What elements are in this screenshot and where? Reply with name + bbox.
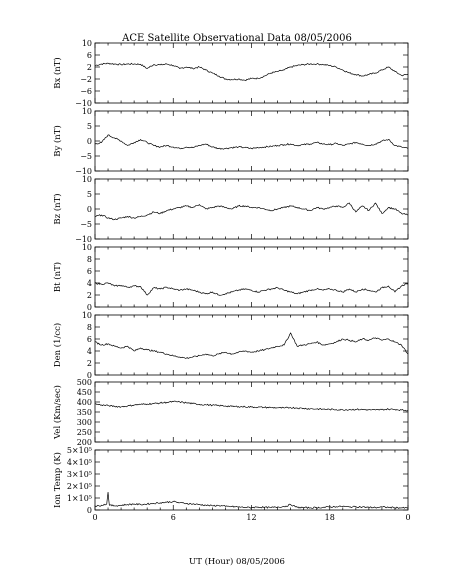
y-tick-label: 5×10⁵	[67, 446, 92, 455]
y-tick-label: 0	[87, 303, 92, 312]
y-tick-label: 10	[82, 39, 92, 48]
data-series-line	[94, 134, 409, 150]
y-axis-title: Bz (nT)	[52, 193, 63, 224]
y-tick-label: 8	[87, 255, 92, 264]
y-axis-title: Vel (Km/sec)	[52, 385, 63, 440]
data-series-line	[94, 491, 409, 510]
data-series-line	[94, 332, 409, 359]
y-tick-label: −5	[80, 220, 92, 229]
y-tick-label: 400	[77, 398, 92, 407]
panel-frame	[94, 314, 409, 376]
y-tick-label: 2	[87, 291, 92, 300]
panel-frame	[94, 381, 409, 443]
x-tick-label: 18	[325, 513, 335, 522]
data-series-line	[94, 400, 409, 412]
panel-frame	[94, 42, 409, 104]
y-tick-label: 0	[87, 506, 92, 515]
y-tick-label: 0	[87, 371, 92, 380]
y-tick-label: 2	[87, 63, 92, 72]
y-tick-label: −6	[80, 87, 92, 96]
y-tick-label: 6	[87, 267, 92, 276]
y-tick-label: 1×10⁵	[67, 494, 92, 503]
data-series-line	[94, 62, 409, 82]
x-tick-label: 0	[405, 513, 410, 522]
y-tick-label: −2	[80, 75, 92, 84]
y-tick-label: 2×10⁵	[67, 482, 92, 491]
y-tick-label: 450	[77, 388, 92, 397]
y-tick-label: 10	[82, 311, 92, 320]
y-tick-label: 500	[77, 378, 92, 387]
y-tick-label: 10	[82, 175, 92, 184]
y-axis-title: Bt (nT)	[52, 262, 63, 292]
y-tick-label: 4×10⁵	[67, 458, 92, 467]
y-tick-label: 5	[87, 122, 92, 131]
data-series-line	[94, 282, 409, 296]
y-tick-label: 6	[87, 51, 92, 60]
panel-frame	[94, 449, 409, 511]
panel-frame	[94, 110, 409, 172]
y-tick-label: 8	[87, 323, 92, 332]
y-tick-label: 6	[87, 335, 92, 344]
y-tick-label: 4	[87, 347, 92, 356]
y-axis-title: Ion Temp (K)	[52, 452, 63, 508]
y-axis-title: Bx (nT)	[52, 57, 63, 89]
y-tick-label: −10	[75, 167, 92, 176]
y-axis-title: Den (1/cc)	[52, 323, 63, 367]
y-tick-label: 3×10⁵	[67, 470, 92, 479]
y-tick-label: 350	[77, 408, 92, 417]
x-axis-title: UT (Hour) 08/05/2006	[189, 556, 285, 566]
x-tick-label: 12	[246, 513, 256, 522]
y-tick-label: 4	[87, 279, 92, 288]
y-tick-label: 10	[82, 107, 92, 116]
x-tick-label: 0	[92, 513, 97, 522]
y-tick-label: 0	[87, 137, 92, 146]
y-tick-label: 300	[77, 418, 92, 427]
y-tick-label: −10	[75, 235, 92, 244]
y-tick-label: 200	[77, 438, 92, 447]
y-axis-title: By (nT)	[52, 125, 63, 157]
y-tick-label: 10	[82, 243, 92, 252]
panel-frame	[94, 178, 409, 240]
y-tick-label: −10	[75, 99, 92, 108]
chart-title: ACE Satellite Observational Data 08/05/2…	[121, 33, 352, 44]
data-series-line	[94, 202, 409, 221]
y-tick-label: 0	[87, 205, 92, 214]
y-tick-label: −5	[80, 152, 92, 161]
y-tick-label: 2	[87, 359, 92, 368]
panel-frame	[94, 246, 409, 308]
x-tick-label: 6	[171, 513, 176, 522]
y-tick-label: 5	[87, 190, 92, 199]
panels-group: 10 6 2 −2 −6 −10 Bx (nT) 10 5 0 −5 −10 By (nT) 10 5 0 −5…	[52, 39, 411, 522]
y-tick-label: 250	[77, 428, 92, 437]
